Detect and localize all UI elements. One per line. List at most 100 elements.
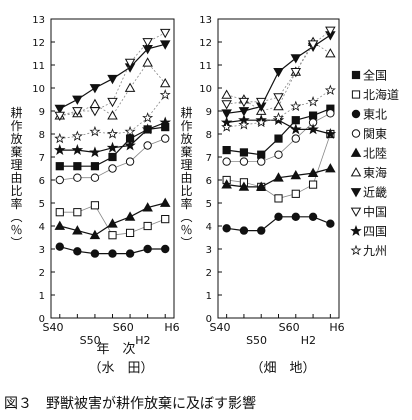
- y-tick-label: 8: [206, 130, 212, 141]
- data-point-tohoku: [55, 242, 64, 251]
- x-tick-label: H6: [164, 321, 179, 334]
- legend-marker-chugoku: [350, 207, 362, 217]
- data-point-tokai: [142, 57, 153, 67]
- data-point-kyushu: [273, 112, 284, 123]
- data-point-hokuriku: [325, 163, 336, 173]
- data-point-kyushu: [290, 100, 302, 112]
- y-tick-label: 11: [32, 61, 45, 72]
- y-tick-label: 10: [32, 84, 45, 95]
- data-point-hokkaido: [274, 194, 283, 203]
- y-tick-label: 1: [206, 291, 212, 302]
- data-point-tokai: [89, 98, 101, 108]
- data-point-tohoku: [291, 212, 300, 222]
- data-point-hokuriku: [159, 197, 171, 207]
- data-point-hokuriku: [238, 181, 250, 191]
- data-point-kanto: [257, 157, 266, 166]
- y-tick-label: 2: [39, 268, 45, 279]
- data-point-tohoku: [125, 249, 135, 258]
- data-point-tohoku: [108, 249, 117, 258]
- data-point-shikoku: [71, 144, 84, 156]
- data-point-hokkaido: [108, 231, 117, 240]
- data-point-chugoku: [255, 97, 267, 108]
- data-point-kanto: [161, 134, 170, 143]
- data-point-zenkoku: [257, 150, 266, 159]
- y-tick-label: 13: [32, 15, 45, 26]
- data-point-kanto: [326, 109, 335, 118]
- y-tick-label: 12: [199, 38, 212, 49]
- data-point-tohoku: [222, 224, 231, 233]
- legend-marker-zenkoku: [351, 70, 361, 80]
- data-point-kinki: [221, 109, 232, 119]
- data-point-kyushu: [255, 116, 267, 128]
- data-point-kinki: [89, 84, 101, 94]
- data-point-kyushu: [238, 119, 250, 130]
- data-point-chugoku: [290, 68, 302, 78]
- data-point-kyushu: [124, 125, 136, 137]
- data-point-hokuriku: [142, 202, 153, 212]
- data-point-tohoku: [143, 244, 152, 254]
- y-axis-label: 耕作放棄理由比率（％）: [9, 105, 23, 249]
- data-point-shikoku: [89, 146, 101, 158]
- data-point-hokkaido: [90, 201, 100, 210]
- data-point-hokkaido: [125, 228, 135, 238]
- data-point-hokuriku: [72, 225, 83, 235]
- data-point-chugoku: [325, 26, 336, 36]
- y-tick-label: 6: [39, 176, 45, 187]
- data-point-chugoku: [159, 28, 171, 39]
- data-point-tokai: [221, 89, 232, 99]
- y-tick-label: 7: [39, 153, 45, 164]
- legend-label-chugoku: 中国: [363, 204, 387, 219]
- x-tick-label: S60: [113, 321, 134, 334]
- data-point-zenkoku: [308, 111, 318, 120]
- y-tick-label: 3: [39, 245, 45, 256]
- y-tick-label: 4: [206, 222, 212, 233]
- data-point-tokai: [124, 82, 136, 92]
- legend-marker-tohoku: [351, 109, 361, 119]
- data-point-kyushu: [107, 128, 118, 139]
- data-point-kyushu: [71, 130, 83, 141]
- data-point-hokuriku: [54, 220, 66, 230]
- y-tick-label: 0: [206, 314, 212, 325]
- data-point-tokai: [273, 100, 284, 111]
- data-point-zenkoku: [274, 134, 283, 143]
- x-tick-label: S40: [43, 321, 64, 334]
- data-point-zenkoku: [55, 162, 64, 171]
- data-point-kinki: [159, 40, 171, 50]
- data-point-chugoku: [72, 107, 83, 117]
- data-point-kyushu: [89, 125, 101, 137]
- data-point-tohoku: [326, 219, 335, 228]
- x-axis-label: 年 次: [96, 341, 135, 357]
- x-tick-label: S60: [279, 321, 300, 334]
- data-point-chugoku: [54, 111, 66, 122]
- data-point-hokuriku: [255, 181, 267, 191]
- data-point-kinki: [107, 74, 118, 85]
- data-point-tokai: [325, 48, 336, 58]
- data-point-chugoku: [89, 107, 101, 117]
- x-tick-label: H2: [301, 334, 316, 347]
- x-tick-label: S50: [80, 334, 101, 347]
- legend-marker-kinki: [350, 188, 362, 198]
- legend-marker-kanto: [351, 129, 361, 138]
- data-point-tohoku: [239, 226, 249, 235]
- x-tick-label: S50: [246, 334, 267, 347]
- y-axis-label: 耕作放棄理由比率（％）: [179, 105, 193, 249]
- data-point-hokkaido: [308, 180, 318, 189]
- data-point-shikoku: [124, 139, 136, 151]
- data-point-chugoku: [221, 100, 232, 110]
- data-point-kanto: [55, 175, 64, 185]
- x-tick-label: H2: [135, 334, 150, 347]
- data-point-shikoku: [307, 123, 319, 135]
- y-tick-label: 4: [39, 222, 45, 233]
- data-point-hokuriku: [221, 179, 232, 189]
- y-tick-label: 10: [199, 84, 212, 95]
- data-point-chugoku: [124, 58, 136, 69]
- data-point-shikoku: [54, 144, 66, 156]
- data-point-kanto: [239, 157, 249, 166]
- data-point-zenkoku: [90, 162, 100, 171]
- y-tick-label: 2: [206, 268, 212, 279]
- data-point-tohoku: [73, 247, 82, 256]
- x-tick-label: H6: [329, 321, 344, 334]
- data-point-zenkoku: [108, 152, 117, 162]
- y-tick-label: 9: [206, 107, 212, 118]
